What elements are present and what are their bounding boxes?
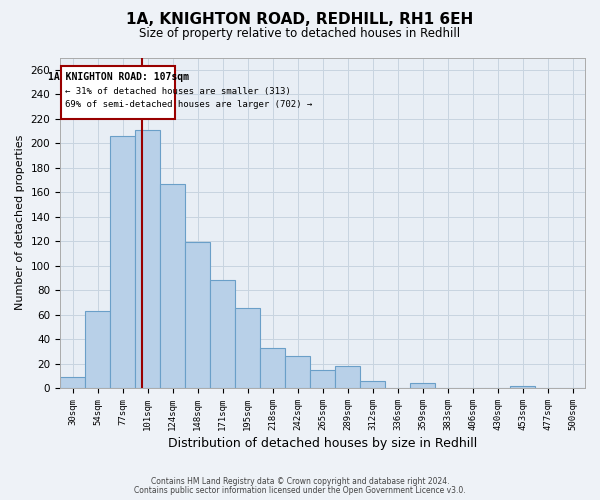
- Text: Contains HM Land Registry data © Crown copyright and database right 2024.: Contains HM Land Registry data © Crown c…: [151, 477, 449, 486]
- Bar: [110, 136, 135, 388]
- Bar: [160, 184, 185, 388]
- Bar: [410, 383, 435, 388]
- Bar: [60, 377, 85, 388]
- Bar: [135, 130, 160, 388]
- Text: Contains public sector information licensed under the Open Government Licence v3: Contains public sector information licen…: [134, 486, 466, 495]
- Bar: [360, 380, 385, 388]
- FancyBboxPatch shape: [61, 66, 175, 118]
- Text: Size of property relative to detached houses in Redhill: Size of property relative to detached ho…: [139, 28, 461, 40]
- Bar: [260, 348, 285, 388]
- Text: 69% of semi-detached houses are larger (702) →: 69% of semi-detached houses are larger (…: [65, 100, 312, 110]
- Bar: [335, 366, 360, 388]
- Bar: [285, 356, 310, 388]
- Bar: [310, 370, 335, 388]
- Text: ← 31% of detached houses are smaller (313): ← 31% of detached houses are smaller (31…: [65, 87, 291, 96]
- X-axis label: Distribution of detached houses by size in Redhill: Distribution of detached houses by size …: [168, 437, 477, 450]
- Bar: [85, 311, 110, 388]
- Bar: [235, 308, 260, 388]
- Text: 1A KNIGHTON ROAD: 107sqm: 1A KNIGHTON ROAD: 107sqm: [47, 72, 188, 82]
- Bar: [210, 280, 235, 388]
- Y-axis label: Number of detached properties: Number of detached properties: [15, 135, 25, 310]
- Bar: [185, 242, 210, 388]
- Text: 1A, KNIGHTON ROAD, REDHILL, RH1 6EH: 1A, KNIGHTON ROAD, REDHILL, RH1 6EH: [127, 12, 473, 28]
- Bar: [510, 386, 535, 388]
